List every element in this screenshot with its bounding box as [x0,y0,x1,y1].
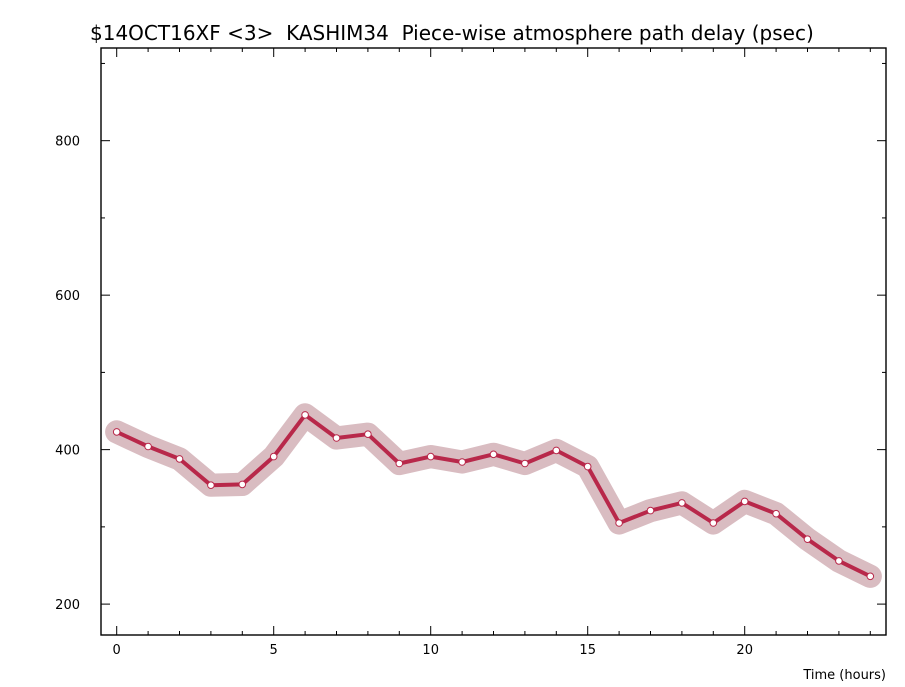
data-point [646,506,655,515]
uncertainty-band [105,403,882,588]
data-point [112,428,121,436]
y-tick-label: 400 [55,444,80,459]
x-tick-label: 15 [579,643,596,658]
x-tick-label: 0 [113,643,121,658]
data-point [364,430,372,439]
data-point [301,411,309,419]
data-point [332,434,341,442]
axis-ticks [101,48,886,635]
data-point [803,535,812,544]
data-point [175,455,184,463]
x-tick-labels: 0 5 10 15 20 [113,643,753,658]
data-point [521,459,529,468]
data-point [552,446,561,455]
data-point [583,462,592,471]
x-tick-label: 20 [736,643,753,658]
y-tick-labels: 200 400 600 800 [55,135,80,613]
y-tick-label: 600 [55,289,80,304]
y-tick-label: 200 [55,598,80,613]
x-tick-label: 5 [270,643,278,658]
data-point-layer [112,411,875,581]
data-point [835,557,843,565]
data-point [238,480,247,489]
data-point [678,499,686,507]
data-point [144,442,152,451]
data-point [866,572,875,581]
data-point [740,497,749,506]
data-point [772,509,780,518]
data-point [458,458,466,466]
data-point [395,459,404,468]
plot-frame [100,47,887,636]
data-point [709,519,718,527]
y-tick-label: 800 [55,135,80,150]
chart-title: $14OCT16XF <3> KASHIM34 Piece-wise atmos… [90,21,814,45]
data-point [269,452,278,461]
data-point [615,519,623,527]
data-point [489,450,498,459]
data-point [207,481,215,490]
uncertainty-band-layer [105,403,882,588]
data-point [426,452,435,461]
x-tick-label: 10 [422,643,439,658]
x-axis-label: Time (hours) [802,668,886,683]
